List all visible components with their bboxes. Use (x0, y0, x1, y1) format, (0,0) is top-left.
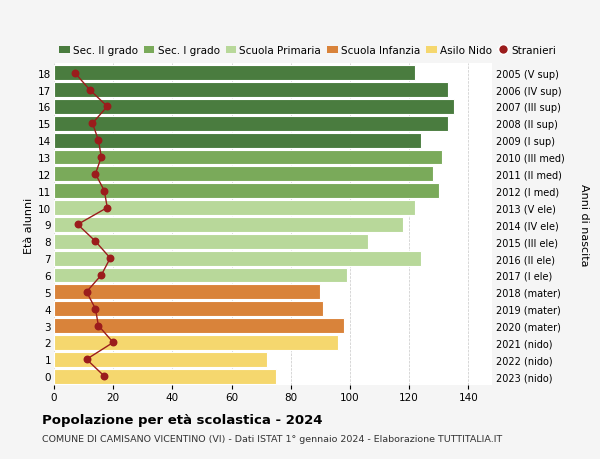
Bar (54, 201, 415, 215)
Point (100, 188, 109, 195)
Point (91, 171, 100, 178)
Point (103, 204, 112, 212)
Bar (54, 83, 448, 98)
Bar (54, 302, 323, 316)
Text: COMUNE DI CAMISANO VICENTINO (VI) - Dati ISTAT 1° gennaio 2024 - Elaborazione TU: COMUNE DI CAMISANO VICENTINO (VI) - Dati… (42, 434, 502, 443)
Point (109, 339, 118, 347)
Text: Popolazione per età scolastica - 2024: Popolazione per età scolastica - 2024 (42, 413, 323, 426)
Bar (54, 268, 347, 283)
Point (94, 137, 103, 145)
Point (97, 272, 106, 279)
Point (85, 87, 94, 94)
Bar (54, 117, 448, 131)
Bar (54, 285, 320, 300)
Bar (54, 335, 338, 350)
Y-axis label: Età alunni: Età alunni (24, 197, 34, 253)
Bar (54, 218, 403, 232)
Bar (54, 184, 439, 199)
Point (91, 305, 100, 313)
Bar (54, 369, 276, 384)
Bar (54, 352, 267, 367)
Point (103, 103, 112, 111)
Y-axis label: Anni di nascita: Anni di nascita (579, 184, 589, 266)
Point (94, 322, 103, 330)
Legend: Sec. II grado, Sec. I grado, Scuola Primaria, Scuola Infanzia, Asilo Nido, Stran: Sec. II grado, Sec. I grado, Scuola Prim… (59, 46, 557, 56)
Bar (54, 150, 442, 165)
Point (88, 120, 97, 128)
Bar (54, 66, 415, 81)
Point (91, 238, 100, 246)
Point (100, 373, 109, 380)
Point (82, 289, 91, 296)
Bar (54, 167, 433, 182)
Point (73, 221, 82, 229)
Point (97, 154, 106, 161)
Bar (54, 100, 454, 115)
Bar (54, 319, 344, 333)
Point (82, 356, 91, 363)
Bar (54, 251, 421, 266)
Bar (54, 235, 368, 249)
Bar (54, 134, 421, 148)
Point (106, 255, 115, 262)
Point (70, 70, 80, 77)
